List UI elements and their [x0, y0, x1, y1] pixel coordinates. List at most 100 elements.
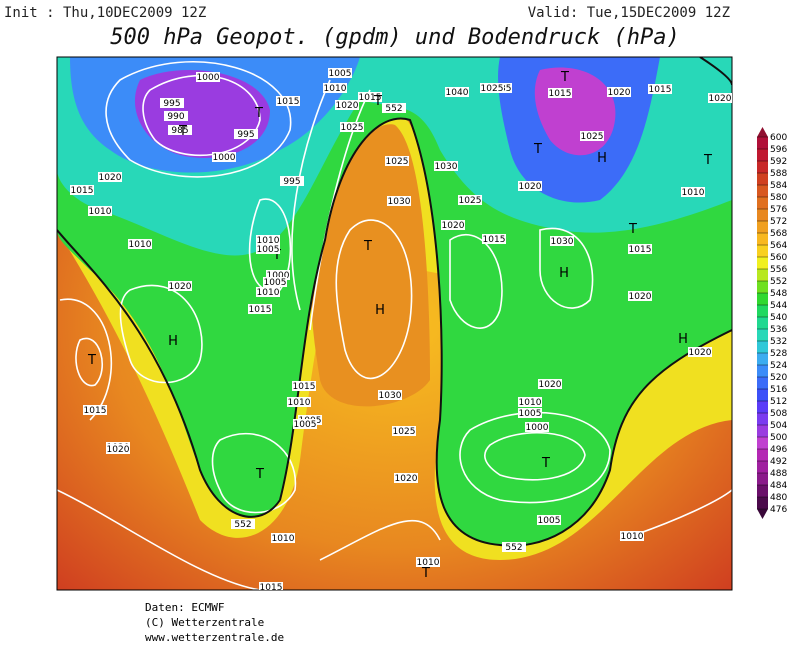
- isobar-label: 1030: [551, 237, 574, 247]
- label-box: [358, 92, 382, 102]
- pressure-center: H: [559, 266, 569, 281]
- colorbar-bin: [757, 365, 768, 377]
- isobar-label: 1015: [249, 305, 272, 315]
- label-box: [266, 270, 290, 280]
- isobar-label: 1015: [629, 245, 652, 255]
- colorbar-label: 476: [770, 505, 787, 515]
- label-box: [538, 379, 562, 389]
- label-box: [392, 426, 416, 436]
- label-box: [387, 196, 411, 206]
- colorbar-bin: [757, 317, 768, 329]
- isobar-label: 1005: [538, 516, 561, 526]
- colorbar-label: 544: [770, 301, 787, 311]
- colorbar-bin: [757, 185, 768, 197]
- isobar-label: 1015: [260, 583, 283, 593]
- label-box: [434, 161, 458, 171]
- label-box: [292, 381, 316, 391]
- colorbar-bin: [757, 161, 768, 173]
- label-box: [550, 236, 574, 246]
- isobar-label: 995: [163, 99, 180, 109]
- isobar: [119, 284, 203, 384]
- pressure-center: T: [533, 142, 542, 157]
- pressure-center: T: [178, 124, 187, 139]
- isobar-label: 1025: [341, 123, 364, 133]
- pressure-center: T: [363, 239, 372, 254]
- isobar-label: 1010: [519, 398, 542, 408]
- colorbar-label: 536: [770, 325, 787, 335]
- label-box: [518, 181, 542, 191]
- colorbar-bin: [757, 233, 768, 245]
- isobar-label: 1020: [442, 221, 465, 231]
- isobar-label: 1015: [483, 235, 506, 245]
- isobar-label: 995: [237, 130, 254, 140]
- isobar-label: 1010: [621, 532, 644, 542]
- colorbar-bin: [757, 281, 768, 293]
- pressure-center: T: [272, 248, 281, 263]
- valid-time: Valid: Tue,15DEC2009 12Z: [528, 5, 730, 21]
- label-box: [518, 408, 542, 418]
- label-box: [160, 98, 184, 108]
- label-box: [518, 397, 542, 407]
- isobar-label: 1005: [519, 409, 542, 419]
- colorbar-label: 492: [770, 457, 787, 467]
- colorbar-label: 532: [770, 337, 787, 347]
- isobar-label: 1015: [359, 93, 382, 103]
- isobar-label: 1015: [549, 89, 572, 99]
- isobar-label: 1005: [329, 69, 352, 79]
- pressure-center: T: [541, 456, 550, 471]
- label-box: [256, 235, 280, 245]
- label-box: [416, 557, 440, 567]
- pressure-center: T: [373, 94, 382, 109]
- footer-source: Daten: ECMWF: [145, 601, 224, 614]
- label-box: [458, 195, 482, 205]
- label-box: [168, 281, 192, 291]
- colorbar-bin: [757, 293, 768, 305]
- isobar-label: 1000: [526, 423, 549, 433]
- pressure-center: T: [255, 467, 264, 482]
- isobar-label: 1020: [689, 348, 712, 358]
- label-box: [648, 84, 672, 94]
- colorbar-label: 576: [770, 205, 787, 215]
- colorbar-label: 500: [770, 433, 787, 443]
- label-box: [378, 390, 402, 400]
- colorbar-bin: [757, 137, 768, 149]
- colorbar-label: 516: [770, 385, 787, 395]
- colorbar-bin: [757, 245, 768, 257]
- footer-copyright: (C) Wetterzentrale: [145, 616, 264, 629]
- isobar: [59, 298, 112, 421]
- colorbar-bin: [757, 305, 768, 317]
- isobar-label: 1000: [213, 153, 236, 163]
- isobar-label: 1005: [257, 245, 280, 255]
- colorbar-bin: [757, 401, 768, 413]
- isobar-label: 1030: [388, 197, 411, 207]
- isobar-label: 552: [385, 104, 402, 114]
- label-box: [287, 397, 311, 407]
- colorbar-arrow-top: [757, 127, 768, 137]
- label-box: [688, 347, 712, 357]
- label-box: [83, 405, 107, 415]
- footer-url: www.wetterzentrale.de: [145, 631, 284, 644]
- colorbar-bin: [757, 221, 768, 233]
- contour-552: [57, 117, 732, 547]
- label-box: [196, 72, 220, 82]
- colorbar-bin: [757, 341, 768, 353]
- colorbar-bin: [757, 149, 768, 161]
- label-box: [580, 131, 604, 141]
- colorbar-label: 552: [770, 277, 787, 287]
- isobar-label: 1010: [272, 534, 295, 544]
- colorbar-bin: [757, 329, 768, 341]
- label-box: [168, 125, 192, 135]
- map-frame: [56, 56, 733, 591]
- label-box: [323, 83, 347, 93]
- label-box: [231, 519, 255, 529]
- colorbar-bin: [757, 377, 768, 389]
- colorbar-label: 508: [770, 409, 787, 419]
- colorbar-label: 528: [770, 349, 787, 359]
- isobar-label: 1000: [267, 271, 290, 281]
- label-box: [106, 444, 130, 454]
- colorbar-label: 520: [770, 373, 787, 383]
- map-title: 500 hPa Geopot. (gpdm) und Bodendruck (h…: [110, 25, 680, 50]
- colorbar-label: 504: [770, 421, 787, 431]
- label-box: [394, 473, 418, 483]
